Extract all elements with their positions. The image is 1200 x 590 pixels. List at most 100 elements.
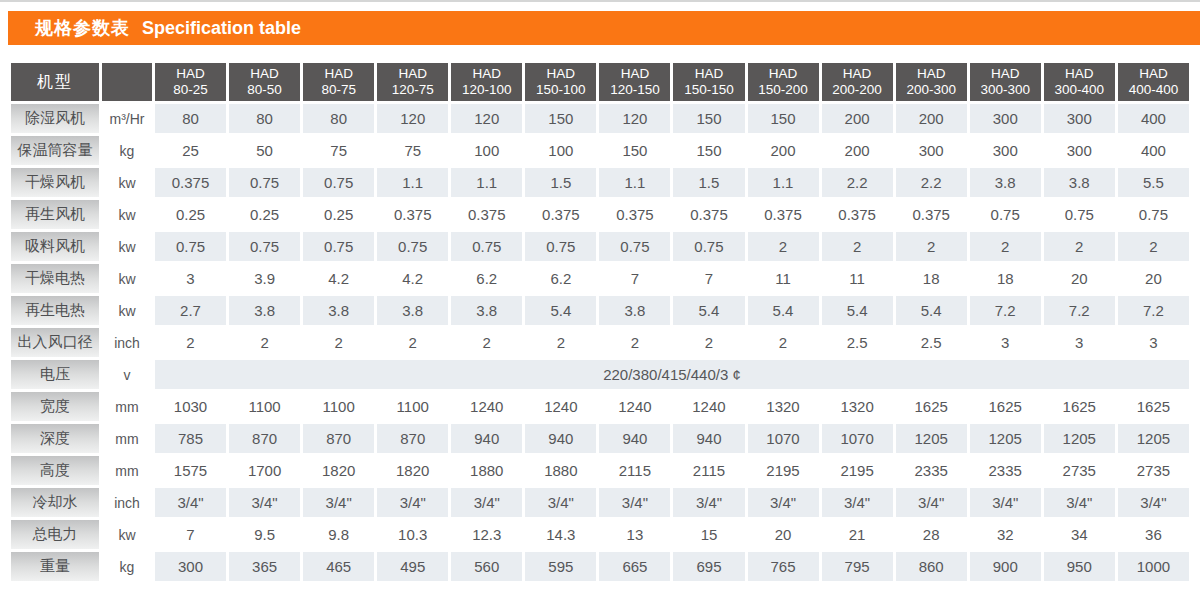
spec-value: 0.25 [303,200,374,229]
spec-value: 3/4" [451,488,522,517]
unit-cell: kw [102,296,152,325]
model-code: 150-150 [673,82,744,98]
spec-value: 150 [673,104,744,133]
spec-value: 1.1 [748,168,819,197]
unit-cell: kw [102,168,152,197]
model-header: HAD300-300 [970,63,1041,101]
model-header: HAD400-400 [1118,63,1189,101]
model-series: HAD [1044,66,1115,82]
spec-value: 0.75 [1044,200,1115,229]
spec-value: 11 [748,264,819,293]
model-code: 400-400 [1118,82,1189,98]
spec-value: 1.1 [451,168,522,197]
spec-value: 10.3 [377,520,448,549]
spec-value: 860 [896,552,967,581]
spec-value: 32 [970,520,1041,549]
model-series: HAD [599,66,670,82]
spec-value-span: 220/380/415/440/3 ¢ [155,360,1189,389]
spec-value: 120 [451,104,522,133]
model-code: 80-50 [229,82,300,98]
spec-value: 7.2 [1044,296,1115,325]
spec-value: 12.3 [451,520,522,549]
spec-value: 3/4" [155,488,226,517]
spec-value: 3.8 [377,296,448,325]
spec-value: 0.375 [525,200,596,229]
spec-value: 400 [1118,136,1189,165]
model-code: 200-300 [896,82,967,98]
model-series: HAD [155,66,226,82]
spec-value: 795 [822,552,893,581]
spec-value: 940 [673,424,744,453]
spec-value: 2115 [599,456,670,485]
row-label: 重量 [11,552,99,581]
spec-value: 14.3 [525,520,596,549]
spec-value: 3/4" [377,488,448,517]
spec-value: 465 [303,552,374,581]
spec-row: 干燥电热kw33.94.24.26.26.277111118182020 [11,264,1189,293]
row-label: 冷却水 [11,488,99,517]
spec-row: 电压v220/380/415/440/3 ¢ [11,360,1189,389]
spec-value: 7 [599,264,670,293]
spec-value: 5.4 [673,296,744,325]
spec-value: 1625 [896,392,967,421]
model-series: HAD [303,66,374,82]
spec-value: 1820 [377,456,448,485]
spec-value: 100 [451,136,522,165]
spec-row: 再生电热kw2.73.83.83.83.85.43.85.45.45.45.47… [11,296,1189,325]
spec-value: 3/4" [1118,488,1189,517]
unit-cell: kw [102,200,152,229]
spec-value: 940 [451,424,522,453]
row-label: 保温筒容量 [11,136,99,165]
spec-value: 7.2 [970,296,1041,325]
model-code: 200-200 [822,82,893,98]
model-series: HAD [673,66,744,82]
spec-value: 3/4" [525,488,596,517]
spec-value: 34 [1044,520,1115,549]
spec-value: 1000 [1118,552,1189,581]
spec-value: 0.375 [748,200,819,229]
spec-value: 900 [970,552,1041,581]
row-label: 除湿风机 [11,104,99,133]
model-header: HAD80-25 [155,63,226,101]
row-label: 吸料风机 [11,232,99,261]
spec-value: 20 [1044,264,1115,293]
spec-value: 6.2 [525,264,596,293]
table-header: 机型HAD80-25HAD80-50HAD80-75HAD120-75HAD12… [11,63,1189,101]
model-header: HAD150-100 [525,63,596,101]
spec-value: 120 [377,104,448,133]
spec-value: 1625 [970,392,1041,421]
spec-value: 0.375 [673,200,744,229]
unit-cell: inch [102,488,152,517]
spec-value: 2 [822,232,893,261]
spec-value: 2 [599,328,670,357]
spec-value: 0.75 [377,232,448,261]
model-code: 120-150 [599,82,670,98]
table-body: 除湿风机m³/Hr8080801201201501201501502002003… [11,104,1189,581]
spec-row: 冷却水inch3/4"3/4"3/4"3/4"3/4"3/4"3/4"3/4"3… [11,488,1189,517]
spec-value: 1880 [525,456,596,485]
spec-value: 3 [1044,328,1115,357]
spec-value: 13 [599,520,670,549]
spec-row: 保温筒容量kg255075751001001501502002003003003… [11,136,1189,165]
spec-value: 5.5 [1118,168,1189,197]
spec-value: 18 [896,264,967,293]
spec-value: 1820 [303,456,374,485]
spec-row: 深度mm785870870870940940940940107010701205… [11,424,1189,453]
model-code: 120-75 [377,82,448,98]
spec-value: 300 [970,136,1041,165]
spec-value: 3/4" [599,488,670,517]
page-title-zh: 规格参数表 [35,16,130,40]
model-series: HAD [1118,66,1189,82]
spec-value: 150 [748,104,819,133]
spec-value: 0.375 [377,200,448,229]
spec-value: 0.75 [673,232,744,261]
spec-value: 1070 [748,424,819,453]
spec-value: 200 [748,136,819,165]
spec-value: 75 [377,136,448,165]
spec-value: 2 [451,328,522,357]
unit-cell: v [102,360,152,389]
spec-row: 干燥风机kw0.3750.750.751.11.11.51.11.51.12.2… [11,168,1189,197]
spec-value: 300 [1044,104,1115,133]
model-code: 80-75 [303,82,374,98]
spec-value: 0.375 [155,168,226,197]
